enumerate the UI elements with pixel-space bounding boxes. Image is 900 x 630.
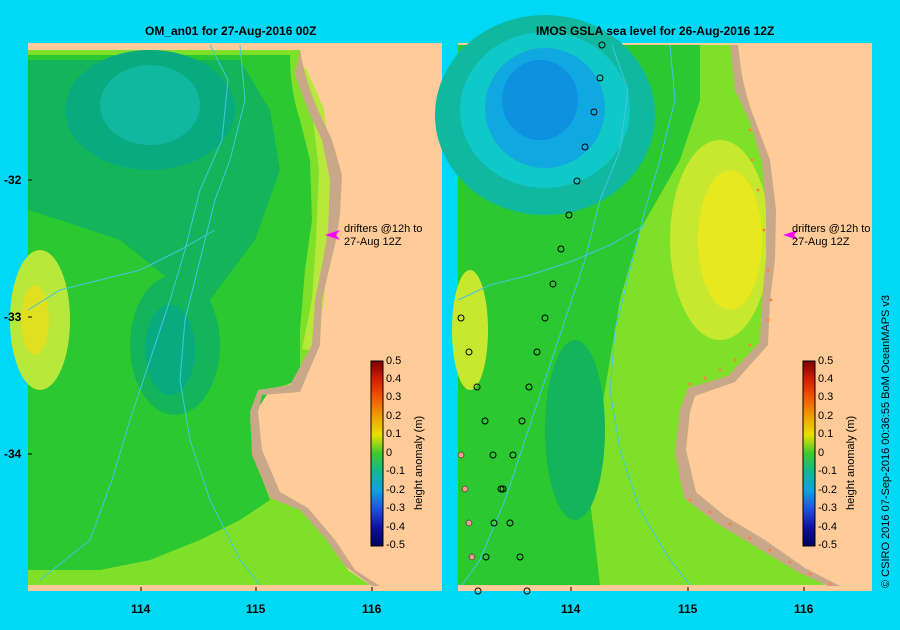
right-map (435, 15, 872, 595)
left-cbar-tick: 0.2 (386, 410, 402, 422)
right-south-eddy (545, 340, 605, 520)
right-coastal-drifters (688, 128, 832, 586)
right-cbar-tick: 0.4 (818, 373, 834, 385)
right-cbar-tick: 0.5 (818, 355, 834, 367)
left-cbar-tick: 0.5 (386, 355, 402, 367)
lat-label-33: -33 (4, 310, 22, 324)
left-drifter-note-line1: drifters @12h to (344, 223, 423, 235)
right-bathy-cross (457, 224, 646, 301)
right-colorbar (802, 360, 816, 547)
credit-line: © CSIRO 2016 07-Sep-2016 00:36:55 BoM Oc… (880, 294, 892, 588)
left-cbar-tick: 0.3 (386, 391, 402, 403)
left-low-core (100, 65, 200, 145)
right-cbar-tick: -0.1 (818, 465, 837, 477)
left-bathy-mid (179, 44, 261, 586)
right-drifter-note-line2: 27-Aug 12Z (792, 236, 850, 248)
lat-label-34: -34 (4, 447, 22, 461)
right-cbar-tick: 0.2 (818, 410, 834, 422)
left-map (10, 43, 442, 591)
right-drifter-note: drifters @12h to 27-Aug 12Z (792, 223, 870, 249)
right-panel-title: IMOS GSLA sea level for 26-Aug-2016 12Z (536, 24, 775, 38)
right-cbar-tick: 0.3 (818, 391, 834, 403)
left-panel-title: OM_an01 for 27-Aug-2016 00Z (145, 24, 317, 38)
right-cbar-tick: -0.3 (818, 502, 837, 514)
right-cbar-tick: -0.4 (818, 521, 837, 533)
left-drifter-note-line2: 27-Aug 12Z (344, 236, 402, 248)
left-cbar-tick: 0.4 (386, 373, 402, 385)
right-lon-label-115: 115 (678, 602, 698, 616)
left-south-eddy-core (145, 305, 195, 395)
right-cbar-tick: 0.1 (818, 428, 834, 440)
left-drifter-note: drifters @12h to 27-Aug 12Z (344, 223, 422, 249)
right-drifter-arrow (783, 230, 798, 240)
right-colorbar-title: height anomaly (m) (845, 415, 857, 510)
right-bathy-deep (461, 44, 629, 586)
right-cbar-tick: -0.2 (818, 484, 837, 496)
left-drifter-arrow (325, 230, 340, 240)
lat-label-32: -32 (4, 173, 22, 187)
left-bathy-cross (27, 229, 216, 311)
left-cbar-tick: -0.2 (386, 484, 405, 496)
right-cbar-tick: -0.5 (818, 539, 837, 551)
right-lon-label-114: 114 (561, 602, 581, 616)
right-cbar-tick: 0 (818, 447, 825, 459)
left-west-high-core (21, 285, 49, 355)
left-cbar-tick: -0.1 (386, 465, 405, 477)
left-lon-label-115: 115 (246, 602, 266, 616)
right-west-high (452, 270, 488, 390)
left-cbar-tick: -0.4 (386, 521, 405, 533)
right-low-centre (502, 60, 578, 140)
left-cbar-tick: -0.3 (386, 502, 405, 514)
left-cbar-tick: -0.5 (386, 539, 405, 551)
right-high-core (698, 170, 762, 310)
right-track-markers (457, 41, 606, 595)
right-drifter-note-line1: drifters @12h to (792, 223, 871, 235)
left-cbar-tick: 0.1 (386, 428, 402, 440)
right-track-warm-markers (457, 451, 476, 561)
left-cbar-tick: 0 (386, 447, 393, 459)
left-bathy-deep (39, 44, 229, 581)
left-colorbar (370, 360, 384, 547)
left-lon-label-116: 116 (362, 602, 382, 616)
left-colorbar-title: height anomaly (m) (413, 415, 425, 510)
right-lon-label-116: 116 (794, 602, 814, 616)
left-lon-label-114: 114 (131, 602, 151, 616)
right-bathy-mid (609, 44, 691, 586)
left-coastline (250, 50, 380, 586)
